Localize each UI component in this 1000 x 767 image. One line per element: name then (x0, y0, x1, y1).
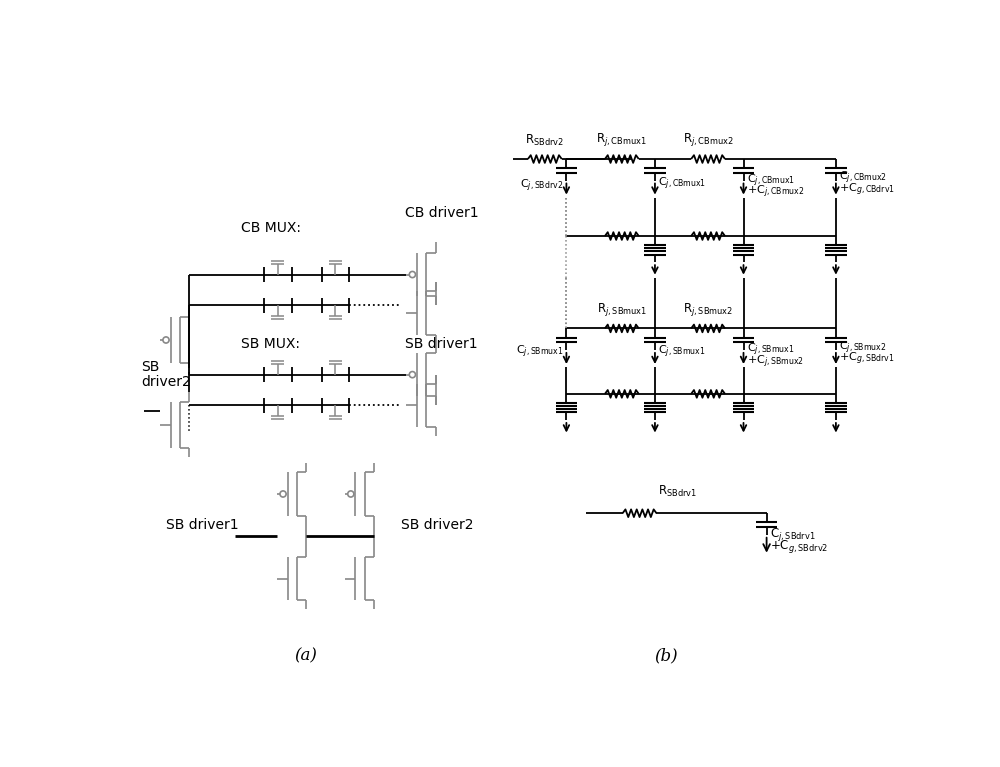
Text: (b): (b) (655, 647, 678, 664)
Text: SB driver1: SB driver1 (405, 337, 477, 351)
Text: C$_{j,\rm SBmux1}$: C$_{j,\rm SBmux1}$ (516, 344, 563, 360)
Text: SB driver1: SB driver1 (166, 518, 239, 532)
Text: C$_{j,\rm SBmux2}$: C$_{j,\rm SBmux2}$ (839, 340, 887, 356)
Text: +C$_{g,\rm SBdrv2}$: +C$_{g,\rm SBdrv2}$ (770, 538, 828, 555)
Text: C$_{j,\rm SBdrv2}$: C$_{j,\rm SBdrv2}$ (520, 178, 563, 194)
Text: R$_{j,\rm SBmux1}$: R$_{j,\rm SBmux1}$ (597, 301, 647, 318)
Text: +C$_{j,\rm SBmux2}$: +C$_{j,\rm SBmux2}$ (747, 354, 803, 370)
Text: R$_{\rm SBdrv2}$: R$_{\rm SBdrv2}$ (525, 133, 564, 148)
Text: C$_{j,\rm CBmux2}$: C$_{j,\rm CBmux2}$ (839, 170, 887, 186)
Text: +C$_{g,\rm SBdrv1}$: +C$_{g,\rm SBdrv1}$ (839, 351, 894, 367)
Text: R$_{\rm SBdrv1}$: R$_{\rm SBdrv1}$ (658, 484, 698, 499)
Text: C$_{j,\rm CBmux1}$: C$_{j,\rm CBmux1}$ (658, 176, 706, 192)
Text: CB MUX:: CB MUX: (241, 222, 301, 235)
Text: R$_{j,\rm CBmux1}$: R$_{j,\rm CBmux1}$ (596, 131, 647, 148)
Text: +C$_{j,\rm CBmux2}$: +C$_{j,\rm CBmux2}$ (747, 184, 804, 200)
Text: R$_{j,\rm CBmux2}$: R$_{j,\rm CBmux2}$ (683, 131, 733, 148)
Text: C$_{j,\rm SBmux1}$: C$_{j,\rm SBmux1}$ (658, 344, 706, 360)
Text: +C$_{g,\rm CBdrv1}$: +C$_{g,\rm CBdrv1}$ (839, 182, 895, 198)
Text: driver2: driver2 (141, 375, 191, 390)
Text: CB driver1: CB driver1 (405, 206, 478, 220)
Text: (a): (a) (295, 647, 318, 664)
Text: R$_{j,\rm SBmux2}$: R$_{j,\rm SBmux2}$ (683, 301, 733, 318)
Text: C$_{j,\rm SBdrv1}$: C$_{j,\rm SBdrv1}$ (770, 526, 815, 543)
Text: C$_{j,\rm CBmux1}$: C$_{j,\rm CBmux1}$ (747, 173, 795, 189)
Text: SB MUX:: SB MUX: (241, 337, 300, 351)
Text: SB: SB (141, 360, 160, 374)
Text: SB driver2: SB driver2 (401, 518, 473, 532)
Text: C$_{j,\rm SBmux1}$: C$_{j,\rm SBmux1}$ (747, 342, 794, 358)
